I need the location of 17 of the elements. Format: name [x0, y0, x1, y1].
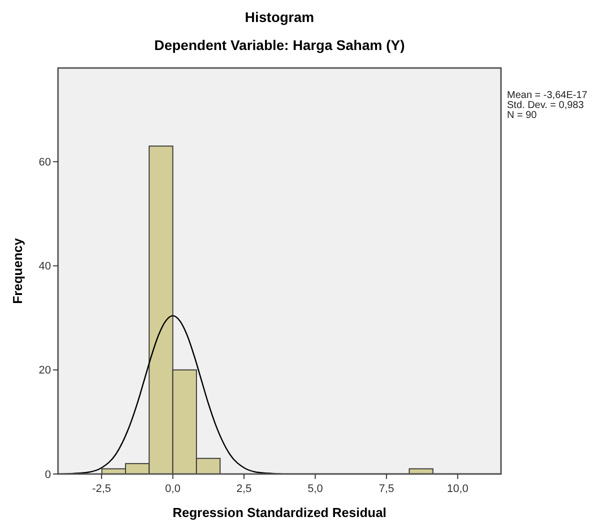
y-tick-label: 0: [44, 468, 51, 481]
chart-subtitle: Dependent Variable: Harga Saham (Y): [154, 37, 405, 53]
x-tick-label: 7,5: [378, 483, 394, 495]
x-axis-title: Regression Standardized Residual: [172, 505, 386, 520]
x-tick-label: 2,5: [236, 483, 252, 495]
text: Std. Dev. = 0,983: [507, 100, 584, 111]
chart-title: Histogram: [244, 9, 314, 25]
text: N = 90: [507, 110, 538, 121]
text: Mean = -3,64E-17: [507, 90, 588, 101]
x-tick-label: 0,0: [165, 483, 180, 495]
y-tick-label: 60: [38, 156, 51, 169]
x-tick-label: -2,5: [92, 483, 112, 495]
y-tick-label: 20: [38, 364, 51, 377]
x-tick-label: 10,0: [446, 483, 468, 495]
y-tick-label: 40: [38, 260, 51, 273]
y-axis-title: Frequency: [10, 237, 25, 304]
x-tick-label: 5,0: [308, 483, 323, 495]
